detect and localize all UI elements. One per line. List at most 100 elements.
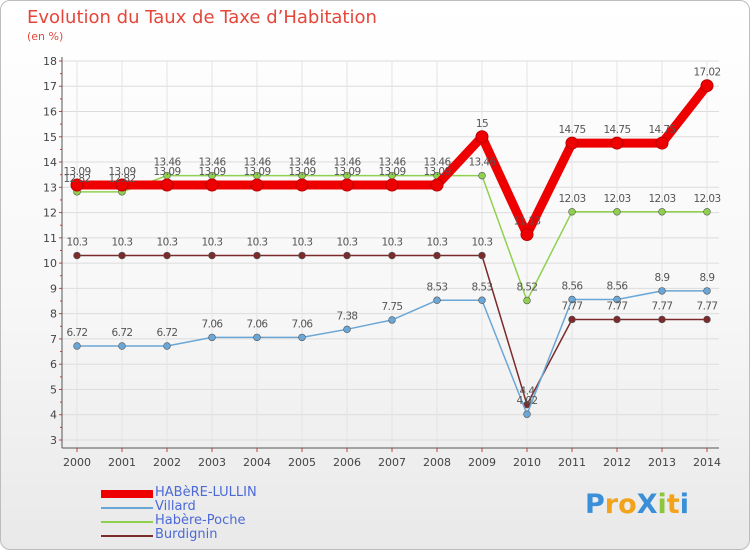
data-point bbox=[568, 315, 576, 324]
data-label: 8.52 bbox=[517, 282, 538, 294]
x-tick-label: 2001 bbox=[108, 456, 136, 469]
y-tick-label: 8 bbox=[50, 308, 57, 321]
data-point bbox=[163, 342, 171, 350]
data-label: 10.3 bbox=[337, 237, 358, 249]
logo-letter: i bbox=[657, 489, 667, 520]
y-tick-label: 4 bbox=[50, 409, 57, 422]
y-tick-label: 18 bbox=[43, 55, 57, 68]
data-label: 13.09 bbox=[378, 166, 405, 178]
x-tick-label: 2002 bbox=[153, 456, 181, 469]
legend-label: HABèRE-LULLIN bbox=[155, 485, 257, 500]
x-tick-labels: 2000 2001 2002 2003 2004 2005 2006 2007 2008 2009… bbox=[63, 456, 721, 469]
data-label: 13.46 bbox=[468, 157, 496, 169]
data-label: 13.46 bbox=[333, 157, 361, 169]
data-point bbox=[565, 136, 579, 150]
data-label: 10.3 bbox=[112, 237, 133, 249]
legend-swatch-0 bbox=[101, 490, 153, 498]
data-point bbox=[613, 208, 621, 216]
y-tick-label: 12 bbox=[43, 207, 57, 220]
data-label: 13.09 bbox=[423, 166, 450, 178]
data-label: 10.3 bbox=[67, 237, 88, 249]
axes bbox=[59, 56, 719, 452]
data-point bbox=[700, 79, 714, 93]
data-point bbox=[70, 178, 84, 192]
data-point bbox=[160, 178, 174, 192]
data-label: 13.09 bbox=[108, 166, 135, 178]
data-point bbox=[205, 178, 219, 192]
data-label: 6.72 bbox=[157, 327, 178, 339]
data-point bbox=[613, 315, 621, 324]
y-tick-label: 9 bbox=[50, 282, 57, 295]
data-label: 12.03 bbox=[693, 193, 720, 205]
legend-label: Villard bbox=[155, 499, 196, 514]
chart-title: Evolution du Taux de Taxe d’Habitation bbox=[27, 7, 377, 28]
data-point bbox=[433, 296, 441, 304]
data-point bbox=[523, 296, 531, 305]
data-label: 13.09 bbox=[198, 166, 225, 178]
data-label: 7.77 bbox=[607, 300, 628, 312]
x-tick-label: 2000 bbox=[63, 456, 91, 469]
data-label: 8.53 bbox=[472, 281, 493, 293]
x-tick-label: 2010 bbox=[513, 456, 541, 469]
data-label: 11.13 bbox=[513, 216, 540, 228]
data-point bbox=[655, 136, 669, 150]
data-point bbox=[388, 251, 396, 260]
data-point bbox=[703, 208, 711, 216]
data-label: 10.3 bbox=[202, 237, 223, 249]
x-tick-label: 2012 bbox=[603, 456, 631, 469]
y-tick-label: 17 bbox=[43, 80, 57, 93]
data-label: 13.09 bbox=[288, 166, 315, 178]
x-tick-label: 2009 bbox=[468, 456, 496, 469]
y-tick-label: 7 bbox=[50, 333, 57, 346]
data-label: 10.3 bbox=[382, 237, 403, 249]
logo-letter: P bbox=[585, 489, 605, 520]
legend-label: Habère-Poche bbox=[155, 513, 246, 528]
y-tick-labels: 3 4 5 6 7 8 9 10 11 12 13 14 15 16 17 18 bbox=[43, 55, 57, 447]
x-tick-label: 2006 bbox=[333, 456, 361, 469]
data-point bbox=[385, 178, 399, 192]
data-label: 6.72 bbox=[67, 327, 88, 339]
data-point bbox=[163, 251, 171, 260]
data-point bbox=[115, 178, 129, 192]
data-point bbox=[658, 315, 666, 324]
data-point bbox=[340, 178, 354, 192]
y-tick-label: 15 bbox=[43, 131, 57, 144]
data-point bbox=[478, 296, 486, 304]
data-point bbox=[298, 251, 306, 260]
data-point bbox=[73, 342, 81, 350]
data-label: 12.03 bbox=[648, 193, 675, 205]
data-point bbox=[208, 333, 216, 342]
data-point bbox=[250, 178, 264, 192]
x-tick-label: 2005 bbox=[288, 456, 316, 469]
logo-letter: i bbox=[679, 489, 689, 520]
data-label: 12.82 bbox=[63, 173, 90, 185]
x-tick-label: 2014 bbox=[693, 456, 721, 469]
data-label: 7.77 bbox=[697, 300, 718, 312]
x-tick-label: 2004 bbox=[243, 456, 271, 469]
data-point bbox=[658, 208, 666, 216]
data-label: 13.09 bbox=[333, 166, 360, 178]
data-label: 6.72 bbox=[112, 327, 133, 339]
data-point bbox=[658, 287, 666, 295]
data-label: 7.06 bbox=[202, 318, 224, 330]
data-point bbox=[703, 315, 711, 324]
data-label: 13.46 bbox=[423, 157, 451, 169]
data-labels: 13.09 13.09 13.09 13.09 13.09 13.09 13.09 13.09… bbox=[63, 67, 721, 408]
y-tick-label: 14 bbox=[43, 156, 57, 169]
data-label: 8.9 bbox=[700, 272, 715, 284]
data-label: 13.46 bbox=[153, 157, 181, 169]
x-tick-label: 2003 bbox=[198, 456, 226, 469]
data-label: 15 bbox=[476, 118, 488, 130]
y-tick-label: 3 bbox=[50, 434, 57, 447]
data-point bbox=[118, 342, 126, 350]
data-point bbox=[343, 325, 351, 334]
y-tick-label: 11 bbox=[43, 232, 57, 245]
legend-label: Burdignin bbox=[155, 527, 218, 542]
data-label: 10.3 bbox=[157, 237, 178, 249]
data-label: 13.46 bbox=[198, 157, 226, 169]
x-tick-label: 2011 bbox=[558, 456, 586, 469]
y-tick-label: 5 bbox=[50, 383, 57, 396]
data-label: 7.75 bbox=[382, 301, 403, 313]
x-tick-label: 2008 bbox=[423, 456, 451, 469]
data-label: 8.53 bbox=[427, 281, 448, 293]
